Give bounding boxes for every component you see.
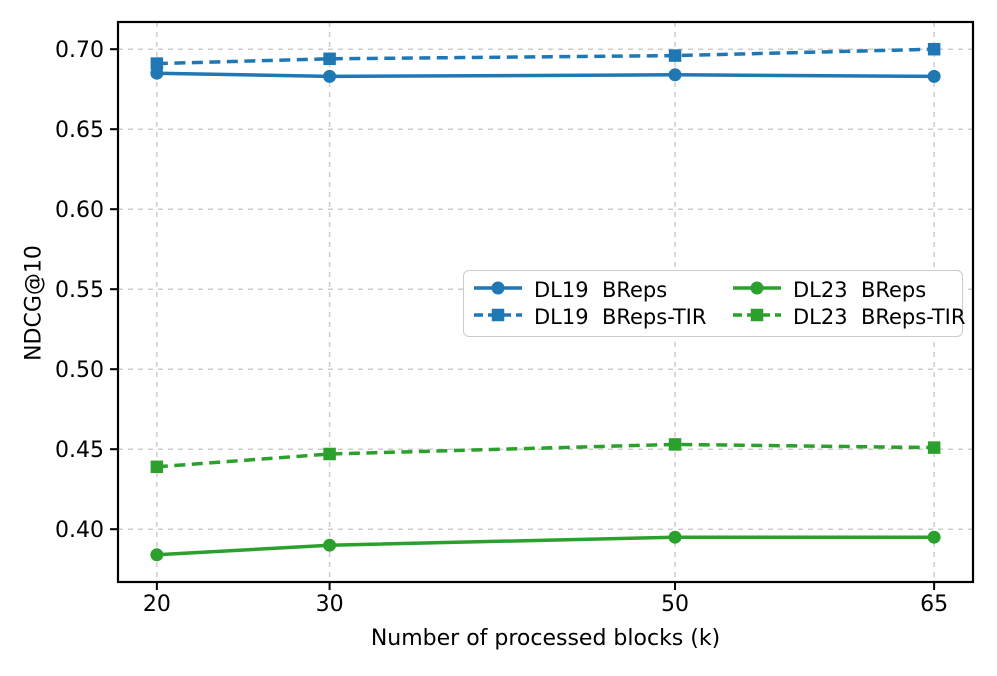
axes-frame (116, 20, 975, 584)
y-tick-label: 0.65 (55, 118, 104, 143)
y-tick-label: 0.55 (55, 278, 104, 303)
y-tick-label: 0.40 (55, 518, 104, 543)
y-tick-label: 0.70 (55, 38, 104, 63)
data-point-marker (927, 441, 941, 454)
legend-entry-1: DL19 BReps-TIR (474, 305, 733, 329)
legend-entry-3: DL23 BReps-TIR (733, 305, 965, 329)
data-point-marker (668, 68, 682, 82)
data-point-marker (668, 530, 682, 544)
legend-label: DL19 BReps-TIR (534, 305, 707, 330)
data-point-marker (150, 66, 164, 80)
legend-line-circle-icon (733, 279, 781, 301)
y-tick-label: 0.50 (55, 358, 104, 383)
series-line-2 (156, 535, 935, 557)
data-point-marker (323, 69, 337, 83)
data-point-marker (150, 57, 164, 70)
y-tick-label: 0.45 (55, 438, 104, 463)
data-point-marker (668, 49, 682, 62)
y-axis-label: NDCG@10 (21, 245, 47, 361)
legend-label: DL23 BReps-TIR (793, 305, 966, 330)
data-point-marker (323, 538, 337, 552)
data-point-marker (668, 438, 682, 451)
x-tick-label: 65 (920, 592, 948, 617)
legend-label: DL19 BReps (534, 277, 668, 302)
legend: DL19 BReps DL19 BReps-TIR DL23 BReps DL23 B… (463, 270, 965, 337)
data-point-marker (927, 69, 941, 83)
data-point-marker (150, 460, 164, 474)
series-line-3 (156, 442, 935, 469)
y-tick-label: 0.60 (55, 198, 104, 223)
data-point-marker (323, 447, 336, 461)
data-point-marker (323, 52, 336, 66)
legend-entry-0: DL19 BReps (474, 278, 733, 302)
x-tick-label: 50 (661, 592, 689, 617)
data-point-marker (150, 548, 164, 562)
legend-line-square-icon (474, 306, 522, 328)
legend-line-circle-icon (474, 279, 522, 301)
series-line-0 (156, 71, 935, 79)
legend-line-square-icon (733, 306, 781, 328)
series-line-1 (156, 47, 935, 66)
data-point-marker (927, 530, 941, 544)
legend-entry-2: DL23 BReps (733, 278, 965, 302)
x-tick-label: 30 (316, 592, 344, 617)
x-axis-label: Number of processed blocks (k) (370, 626, 721, 651)
x-tick-label: 20 (143, 592, 171, 617)
data-point-marker (927, 42, 941, 56)
legend-label: DL23 BReps (793, 277, 927, 302)
